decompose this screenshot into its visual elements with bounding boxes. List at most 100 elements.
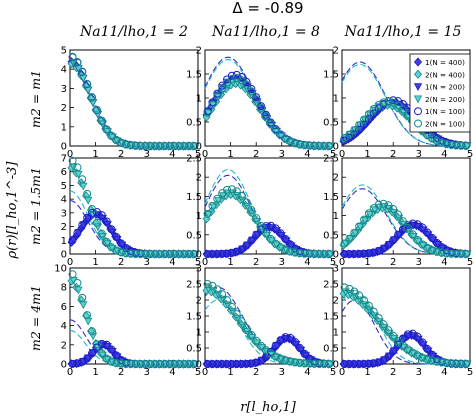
data-marker bbox=[151, 141, 160, 150]
data-marker bbox=[208, 98, 217, 107]
data-marker bbox=[310, 141, 319, 150]
data-marker bbox=[107, 225, 116, 234]
data-marker bbox=[266, 221, 275, 230]
data-marker bbox=[223, 185, 232, 194]
data-marker bbox=[151, 249, 160, 258]
data-marker bbox=[364, 359, 373, 368]
data-marker bbox=[345, 359, 354, 368]
x-tick-label: 3 bbox=[144, 149, 150, 160]
data-marker bbox=[141, 249, 150, 258]
data-marker bbox=[117, 239, 126, 248]
data-marker bbox=[355, 291, 364, 300]
y-tick-label: 1.5 bbox=[186, 312, 202, 323]
data-marker bbox=[379, 199, 388, 208]
data-marker bbox=[286, 247, 295, 256]
data-marker bbox=[136, 141, 145, 150]
data-marker bbox=[185, 360, 194, 368]
data-marker bbox=[394, 230, 403, 239]
data-marker bbox=[237, 72, 246, 81]
x-tick-label: 2 bbox=[253, 149, 259, 160]
plot-frame bbox=[204, 49, 334, 147]
data-marker bbox=[291, 358, 300, 367]
y-tick-label: 1.5 bbox=[186, 70, 202, 81]
column-title-3: Na11/lho,1 = 15 bbox=[344, 24, 462, 40]
x-tick-label: 0 bbox=[339, 367, 345, 378]
data-marker bbox=[84, 215, 93, 223]
data-marker bbox=[88, 349, 97, 358]
data-marker bbox=[379, 320, 388, 329]
data-marker bbox=[442, 249, 451, 258]
data-marker bbox=[315, 249, 324, 258]
data-marker bbox=[325, 141, 334, 150]
data-marker bbox=[102, 340, 111, 349]
data-markers bbox=[339, 199, 472, 259]
data-marker bbox=[261, 228, 270, 237]
data-marker bbox=[88, 93, 97, 102]
plot-frame bbox=[69, 267, 199, 365]
data-marker bbox=[83, 213, 92, 222]
data-marker bbox=[403, 223, 412, 232]
data-marker bbox=[364, 209, 373, 218]
data-marker bbox=[428, 134, 437, 143]
x-tick-label: 4 bbox=[169, 257, 175, 268]
data-marker bbox=[300, 249, 309, 258]
data-marker bbox=[355, 121, 364, 130]
y-tick-label: 0 bbox=[196, 360, 202, 371]
x-tick-label: 4 bbox=[441, 257, 447, 268]
data-marker bbox=[384, 326, 393, 335]
y-tick-label: 2 bbox=[333, 173, 339, 184]
data-marker bbox=[88, 208, 97, 217]
data-marker bbox=[237, 191, 246, 200]
data-marker bbox=[88, 205, 97, 214]
data-marker bbox=[175, 250, 184, 258]
x-tick-label: 0 bbox=[339, 149, 345, 160]
data-marker bbox=[107, 131, 116, 140]
data-marker bbox=[223, 359, 232, 368]
data-marker bbox=[83, 189, 92, 198]
data-marker bbox=[350, 287, 359, 296]
y-tick-label: 1 bbox=[61, 122, 67, 133]
data-marker bbox=[295, 344, 304, 353]
data-marker bbox=[365, 210, 375, 219]
data-marker bbox=[79, 301, 88, 310]
y-tick-label: 0 bbox=[61, 360, 67, 371]
y-tick-label: 3 bbox=[61, 208, 67, 219]
data-marker bbox=[300, 141, 309, 150]
legend-label: 1(N = 200) bbox=[425, 83, 465, 92]
data-marker bbox=[286, 357, 295, 366]
data-marker bbox=[291, 248, 300, 257]
data-marker bbox=[398, 341, 407, 350]
legend-box bbox=[409, 53, 471, 133]
data-marker bbox=[437, 358, 446, 367]
x-tick-label: 1 bbox=[92, 149, 98, 160]
data-marker bbox=[73, 229, 82, 238]
data-marker bbox=[190, 142, 199, 150]
data-marker bbox=[97, 339, 106, 348]
data-marker bbox=[266, 234, 275, 243]
data-marker bbox=[447, 249, 456, 258]
data-marker bbox=[281, 245, 290, 254]
data-markers bbox=[67, 156, 200, 259]
y-tick-label: 1 bbox=[196, 94, 202, 105]
data-marker bbox=[276, 354, 285, 363]
data-marker bbox=[170, 141, 179, 150]
x-tick-label: 4 bbox=[304, 149, 310, 160]
x-tick-label: 1 bbox=[227, 367, 233, 378]
data-marker bbox=[305, 359, 314, 368]
data-marker bbox=[320, 141, 329, 150]
data-marker bbox=[78, 175, 87, 184]
data-marker bbox=[68, 236, 77, 245]
data-marker bbox=[291, 337, 300, 346]
x-tick-label: 1 bbox=[364, 149, 370, 160]
data-marker bbox=[88, 327, 97, 336]
y-tick-label: 3 bbox=[196, 264, 202, 275]
data-marker bbox=[276, 130, 285, 139]
data-marker bbox=[213, 360, 222, 368]
data-marker bbox=[394, 101, 403, 110]
x-tick-label: 5 bbox=[467, 367, 473, 378]
x-tick-label: 2 bbox=[390, 149, 396, 160]
data-marker bbox=[286, 137, 295, 146]
data-marker bbox=[340, 249, 349, 258]
